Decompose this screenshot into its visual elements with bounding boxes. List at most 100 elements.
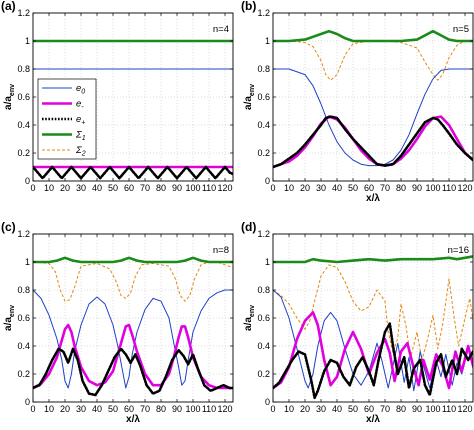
x-tick-label: 30 bbox=[76, 404, 86, 414]
legend-label: Σ2 bbox=[75, 145, 86, 158]
series-line-eminus bbox=[33, 323, 233, 390]
x-tick-label: 90 bbox=[172, 404, 182, 414]
series-group bbox=[273, 255, 473, 400]
x-tick-label: 0 bbox=[270, 183, 275, 193]
x-tick-label: 80 bbox=[396, 183, 406, 193]
x-tick-label: 60 bbox=[124, 404, 134, 414]
y-tick-label: 1 bbox=[25, 36, 30, 46]
x-tick-label: 100 bbox=[185, 183, 200, 193]
x-axis-label: x/λ bbox=[366, 414, 380, 425]
x-tick-label: 50 bbox=[108, 183, 118, 193]
x-tick-label: 0 bbox=[30, 183, 35, 193]
y-tick-label: 1.2 bbox=[257, 229, 270, 239]
y-tick-label: 0.6 bbox=[17, 313, 30, 323]
x-tick-label: 100 bbox=[425, 404, 440, 414]
y-tick-label: 0.4 bbox=[257, 341, 270, 351]
x-tick-label: 50 bbox=[108, 404, 118, 414]
y-axis-label: a/aenv bbox=[3, 84, 16, 110]
y-tick-label: 0 bbox=[25, 176, 30, 186]
y-tick-label: 1.2 bbox=[257, 8, 270, 18]
x-tick-label: 90 bbox=[412, 183, 422, 193]
y-tick-label: 0.2 bbox=[17, 369, 30, 379]
series-line-eplus bbox=[33, 347, 233, 397]
panel-4: 0 10 20 30 40 50 60 70 80 90 100 110 120 0 0.2 0.4 0.6 0.… bbox=[241, 220, 474, 425]
y-tick-label: 0 bbox=[265, 176, 270, 186]
x-tick-label: 60 bbox=[364, 183, 374, 193]
x-tick-label: 40 bbox=[92, 183, 102, 193]
legend: e0 e-e+ Σ1 Σ2 bbox=[37, 78, 97, 160]
x-tick-label: 60 bbox=[124, 183, 134, 193]
y-tick-label: 0.2 bbox=[257, 369, 270, 379]
y-tick-label: 0.6 bbox=[17, 92, 30, 102]
x-tick-label: 100 bbox=[425, 183, 440, 193]
x-axis-label: x/λ bbox=[126, 414, 140, 425]
x-tick-label: 110 bbox=[442, 404, 456, 414]
panel-annotation: n=16 bbox=[448, 245, 469, 256]
panel-2: 0 10 20 30 40 50 60 70 80 90 100 110 120 0 0.2 0.4 0.6 0.… bbox=[241, 0, 474, 204]
legend-box bbox=[37, 78, 97, 160]
series-line-eplus bbox=[33, 165, 233, 180]
y-tick-label: 1 bbox=[25, 257, 30, 267]
x-tick-label: 70 bbox=[380, 404, 390, 414]
x-tick-label: 70 bbox=[140, 183, 150, 193]
x-tick-label: 120 bbox=[217, 183, 232, 193]
x-tick-label: 50 bbox=[348, 404, 358, 414]
y-tick-label: 0.8 bbox=[17, 64, 30, 74]
legend-label: e+ bbox=[76, 114, 85, 127]
x-tick-label: 120 bbox=[457, 404, 472, 414]
y-axis-label: a/aenv bbox=[243, 84, 256, 110]
x-tick-label: 20 bbox=[300, 183, 310, 193]
panel-1: 0 10 20 30 40 50 60 70 80 90 100 110 120 0 0.2 0.4 0.6 0.… bbox=[1, 0, 234, 193]
y-tick-label: 0.4 bbox=[17, 341, 30, 351]
x-tick-label: 110 bbox=[202, 183, 216, 193]
x-tick-label: 10 bbox=[44, 183, 54, 193]
x-tick-label: 70 bbox=[140, 404, 150, 414]
series-group bbox=[33, 256, 233, 397]
series-group bbox=[33, 39, 233, 180]
panel-label: (a) bbox=[1, 0, 16, 13]
y-tick-label: 1 bbox=[265, 257, 270, 267]
x-tick-label: 120 bbox=[217, 404, 232, 414]
panel-3: 0 10 20 30 40 50 60 70 80 90 100 110 120 0 0.2 0.4 0.6 0.… bbox=[1, 220, 234, 425]
x-tick-label: 30 bbox=[316, 404, 326, 414]
panel-annotation: n=5 bbox=[453, 24, 469, 35]
panel-label: (b) bbox=[241, 0, 256, 13]
y-tick-label: 1.2 bbox=[17, 229, 30, 239]
x-tick-label: 20 bbox=[60, 183, 70, 193]
x-tick-label: 40 bbox=[332, 183, 342, 193]
y-tick-label: 0.2 bbox=[17, 148, 30, 158]
y-tick-label: 1 bbox=[265, 36, 270, 46]
x-tick-label: 20 bbox=[60, 404, 70, 414]
x-tick-label: 70 bbox=[380, 183, 390, 193]
legend-label: Σ1 bbox=[75, 130, 86, 143]
x-tick-label: 10 bbox=[284, 404, 294, 414]
x-tick-label: 90 bbox=[172, 183, 182, 193]
y-tick-label: 0.2 bbox=[257, 148, 270, 158]
y-tick-label: 0.8 bbox=[17, 285, 30, 295]
panel-annotation: n=4 bbox=[213, 24, 229, 35]
y-tick-label: 0.8 bbox=[257, 64, 270, 74]
x-tick-label: 40 bbox=[92, 404, 102, 414]
legend-label: e- bbox=[76, 99, 84, 112]
x-axis-label: x/λ bbox=[366, 193, 380, 204]
series-group bbox=[273, 29, 473, 169]
x-tick-label: 80 bbox=[156, 183, 166, 193]
x-tick-label: 80 bbox=[396, 404, 406, 414]
x-tick-label: 110 bbox=[202, 404, 216, 414]
x-tick-label: 120 bbox=[457, 183, 472, 193]
x-tick-label: 40 bbox=[332, 404, 342, 414]
y-axis-label: a/aenv bbox=[3, 305, 16, 331]
x-tick-label: 20 bbox=[300, 404, 310, 414]
x-tick-label: 10 bbox=[44, 404, 54, 414]
x-tick-label: 80 bbox=[156, 404, 166, 414]
panel-label: (d) bbox=[241, 220, 256, 234]
y-tick-label: 0.4 bbox=[17, 120, 30, 130]
x-tick-label: 90 bbox=[412, 404, 422, 414]
series-line-sigma1 bbox=[273, 255, 473, 264]
x-tick-label: 100 bbox=[185, 404, 200, 414]
panel-label: (c) bbox=[1, 220, 16, 234]
y-tick-label: 0 bbox=[25, 397, 30, 407]
x-tick-label: 60 bbox=[364, 404, 374, 414]
